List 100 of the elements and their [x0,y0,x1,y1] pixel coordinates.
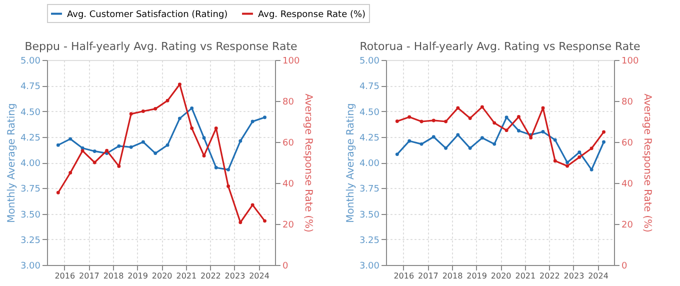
point [456,133,460,137]
point [395,152,399,156]
point [444,120,448,124]
x-tick-label: 2020 [152,272,172,280]
point [541,106,545,110]
point [578,155,582,159]
y-tick-label: 4.75 [20,82,40,92]
y-tick-label: 4.25 [359,133,380,144]
point [480,136,484,140]
point [492,121,496,125]
y-tick-label: 3.75 [20,184,40,195]
point [166,143,170,147]
point [444,146,448,150]
y-tick-label: 3.75 [359,184,380,195]
line-series [395,116,606,172]
point [202,136,206,140]
y2-tick-label: 60 [622,138,634,148]
x-tick-label: 2017 [79,272,100,280]
x-tick-label: 2023 [564,272,584,280]
point [154,107,158,111]
x-tick-label: 2023 [224,272,246,280]
y-tick-label: 4.50 [359,108,380,118]
point [129,145,133,149]
y2-tick-label: 0 [282,262,288,272]
point [553,138,557,142]
point [154,152,158,156]
point [468,146,472,150]
point [566,164,570,168]
y-tick-label: 4.00 [359,159,380,169]
point [190,106,194,110]
y2-tick-label: 20 [622,220,634,230]
point [553,159,557,163]
x-tick-label: 2017 [418,272,438,280]
chart-title: Beppu - Half-yearly Avg. Rating vs Response Rate [24,40,298,53]
y2-tick-label: 0 [622,262,628,272]
y2-tick-label: 40 [622,180,634,190]
point [504,128,508,132]
point [529,136,533,140]
point [432,135,436,139]
point [456,106,460,110]
point [92,160,96,164]
point [480,105,484,109]
point [566,160,570,164]
point [226,168,230,172]
point [178,82,182,86]
point [468,116,472,120]
point [250,203,254,207]
y2-tick-label: 40 [282,180,294,190]
point [590,146,594,150]
y2-axis-title: Average Response Rate (%) [642,94,653,233]
y2-tick-label: 100 [282,56,300,66]
point [492,142,496,146]
y-tick-label: 4.00 [20,159,41,169]
point [117,164,121,168]
x-tick-label: 2024 [588,272,608,280]
x-tick-label: 2020 [490,272,512,280]
point [602,130,606,134]
y-tick-label: 3.50 [20,210,41,220]
point [117,144,121,148]
point [516,128,520,132]
point [56,143,60,147]
point [56,190,60,194]
point [395,120,399,124]
x-tick-label: 2021 [515,272,536,280]
point [408,139,412,143]
point [105,148,109,152]
y-axis-title: Monthly Average Rating [6,103,18,223]
y-tick-label: 5.00 [20,56,41,66]
point [504,116,508,120]
y-tick-label: 3.00 [20,262,41,272]
point [141,140,145,144]
legend-label: Avg. Customer Satisfaction (Rating) [67,10,228,20]
y-tick-label: 3.25 [20,236,40,246]
x-tick-label: 2021 [176,272,197,280]
chart-title: Rotorua - Half-yearly Avg. Rating vs Response Rate [360,40,640,53]
point [578,150,582,154]
point [214,126,218,130]
point [420,142,424,146]
point [408,115,412,119]
x-tick-label: 2016 [394,272,414,280]
point [178,116,182,120]
y2-tick-label: 20 [282,220,294,230]
y2-tick-label: 100 [622,56,639,66]
point [238,220,242,224]
y-tick-label: 5.00 [359,56,380,66]
x-tick-label: 2022 [540,272,560,280]
point [214,166,218,170]
x-tick-label: 2016 [54,272,76,280]
point [141,110,145,113]
x-tick-label: 2018 [442,272,463,280]
y2-tick-label: 80 [622,98,634,108]
y-tick-label: 3.50 [359,210,380,220]
y-axis-title: Monthly Average Rating [345,103,356,223]
point [129,112,133,116]
point [250,120,254,124]
point [263,219,266,223]
point [420,120,424,124]
point [226,184,230,188]
legend-label: Avg. Response Rate (%) [258,10,366,20]
x-tick-label: 2024 [249,272,270,280]
